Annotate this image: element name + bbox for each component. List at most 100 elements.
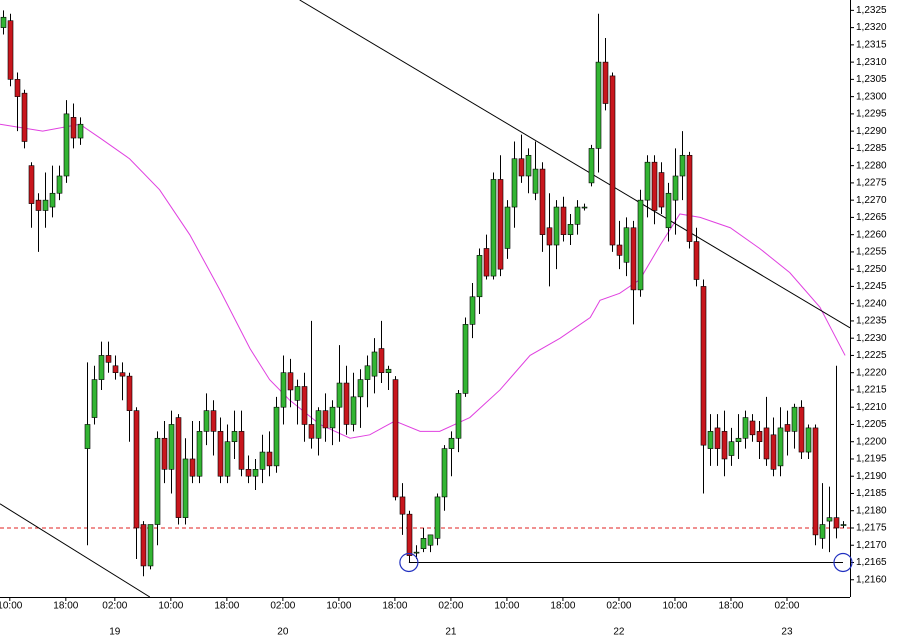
- y-tick-label: 1,2205: [856, 419, 887, 430]
- candle-body: [413, 551, 420, 554]
- candle-body: [763, 427, 770, 460]
- candle-body: [483, 248, 490, 277]
- candle-body: [119, 372, 126, 377]
- candle-body: [504, 206, 511, 249]
- candle-body: [693, 241, 700, 280]
- candle-body: [196, 431, 203, 477]
- candle-body: [273, 406, 280, 467]
- candle-body: [329, 406, 336, 429]
- candle-body: [0, 16, 7, 28]
- x-tick-label: 02:00: [102, 601, 127, 612]
- candle-body: [385, 368, 392, 373]
- y-tick-label: 1,2285: [856, 143, 887, 154]
- candle-body: [42, 199, 49, 211]
- y-tick-label: 1,2195: [856, 454, 887, 465]
- y-tick-label: 1,2235: [856, 316, 887, 327]
- y-tick-label: 1,2295: [856, 109, 887, 120]
- y-tick-label: 1,2190: [856, 471, 887, 482]
- y-tick-label: 1,2240: [856, 298, 887, 309]
- candle-body: [462, 324, 469, 394]
- candle-body: [245, 469, 252, 477]
- candle-body: [609, 75, 616, 246]
- y-tick-label: 1,2170: [856, 540, 887, 551]
- y-tick-label: 1,2250: [856, 264, 887, 275]
- candle-body: [259, 451, 266, 470]
- candle-body: [21, 92, 28, 142]
- y-tick-label: 1,2315: [856, 40, 887, 51]
- x-tick-label: 10:00: [0, 601, 23, 612]
- candle-body: [364, 365, 371, 380]
- plot-area: [0, 0, 850, 597]
- y-tick-label: 1,2325: [856, 5, 887, 16]
- candle-body: [420, 538, 427, 549]
- circle-marker: [833, 552, 853, 573]
- y-tick-label: 1,2270: [856, 195, 887, 206]
- candle-body: [595, 61, 602, 149]
- candle-body: [406, 513, 413, 556]
- y-tick-label: 1,2255: [856, 247, 887, 258]
- candle-body: [833, 517, 840, 529]
- y-tick-label: 1,2215: [856, 385, 887, 396]
- y-tick-label: 1,2280: [856, 160, 887, 171]
- y-tick-label: 1,2220: [856, 367, 887, 378]
- candle-body: [749, 420, 756, 436]
- y-tick-label: 1,2175: [856, 523, 887, 534]
- candle-body: [840, 524, 847, 526]
- candle-body: [322, 410, 329, 429]
- x-tick-label: 18:00: [214, 601, 239, 612]
- candle-body: [315, 410, 322, 439]
- candle-body: [623, 227, 630, 263]
- candle-body: [203, 410, 210, 432]
- candle-body: [735, 437, 742, 443]
- candle-body: [336, 382, 343, 408]
- x-tick-label: 10:00: [326, 601, 351, 612]
- candle-body: [217, 431, 224, 477]
- x-tick-label: 02:00: [606, 601, 631, 612]
- candle-body: [756, 431, 763, 443]
- candle-body: [791, 406, 798, 432]
- y-tick-label: 1,2245: [856, 281, 887, 292]
- x-tick-label: 18:00: [53, 601, 78, 612]
- x-tick-label: 10:00: [662, 601, 687, 612]
- candle-body: [14, 79, 21, 97]
- day-label: 23: [781, 627, 793, 638]
- y-tick-label: 1,2260: [856, 229, 887, 240]
- candle-body: [91, 379, 98, 418]
- candle-body: [266, 451, 273, 467]
- candle-body: [392, 379, 399, 498]
- candle-body: [378, 348, 385, 373]
- y-tick-label: 1,2275: [856, 178, 887, 189]
- candle-body: [147, 524, 154, 567]
- day-label: 21: [445, 627, 457, 638]
- candle-body: [805, 427, 812, 453]
- candle-body: [525, 154, 532, 177]
- candle-body: [182, 458, 189, 518]
- candle-body: [175, 417, 182, 518]
- candle-body: [658, 172, 665, 208]
- candle-body: [798, 406, 805, 453]
- candle-body: [231, 431, 238, 443]
- candle-body: [112, 365, 119, 373]
- candle-body: [581, 206, 588, 209]
- candle-body: [161, 437, 168, 470]
- candle-body: [532, 168, 539, 194]
- candle-body: [770, 434, 777, 470]
- trendline: [299, 0, 850, 329]
- y-tick-label: 1,2185: [856, 488, 887, 499]
- candle-body: [98, 355, 105, 380]
- trendline: [0, 503, 151, 597]
- candle-body: [287, 372, 294, 391]
- candle-body: [168, 424, 175, 470]
- y-tick-label: 1,2230: [856, 333, 887, 344]
- candle-body: [371, 351, 378, 377]
- candle-body: [672, 175, 679, 201]
- candle-body: [630, 227, 637, 291]
- candle-body: [308, 424, 315, 439]
- x-tick-label: 10:00: [494, 601, 519, 612]
- candle-body: [476, 255, 483, 298]
- candle-body: [784, 424, 791, 432]
- candle-body: [679, 154, 686, 177]
- candle-body: [567, 224, 574, 235]
- candle-body: [56, 175, 63, 194]
- x-tick-label: 18:00: [718, 601, 743, 612]
